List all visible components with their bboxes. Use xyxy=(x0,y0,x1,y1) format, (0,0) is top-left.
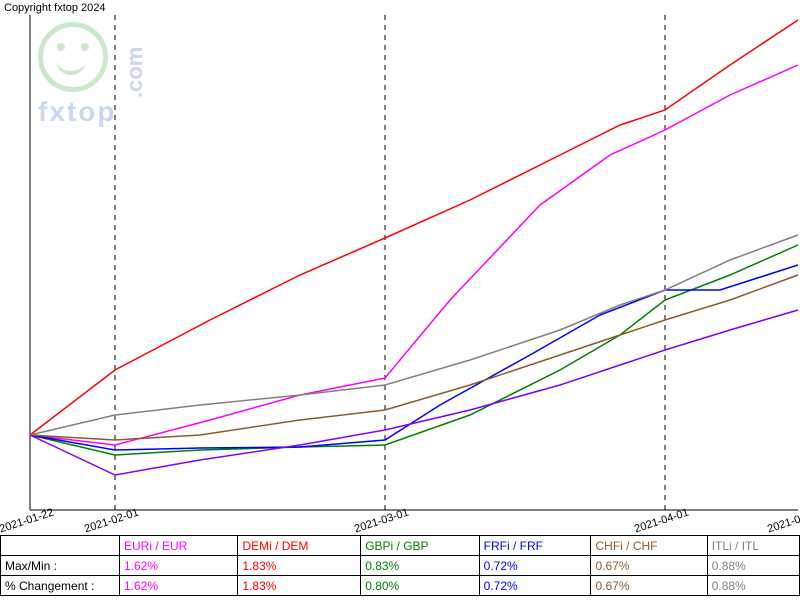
legend-change-value: 0.67% xyxy=(591,576,707,596)
legend-series-label: FRFi / FRF xyxy=(479,536,591,556)
series-demi-dem xyxy=(30,20,798,435)
legend-table: EURi / EURDEMi / DEMGBPi / GBPFRFi / FRF… xyxy=(0,535,800,596)
series-extra xyxy=(30,310,798,475)
legend-change-value: 1.62% xyxy=(120,576,238,596)
currency-line-chart xyxy=(0,0,800,535)
legend-maxmin-value: 1.83% xyxy=(238,556,361,576)
legend-series-label: DEMi / DEM xyxy=(238,536,361,556)
series-itli-itl xyxy=(30,235,798,435)
legend-maxmin-value: 0.83% xyxy=(361,556,479,576)
legend-series-label: CHFi / CHF xyxy=(591,536,707,556)
legend-series-label: GBPi / GBP xyxy=(361,536,479,556)
legend-series-label: ITLi / ITL xyxy=(707,536,799,556)
legend-change-value: 0.80% xyxy=(361,576,479,596)
series-euri-eur xyxy=(30,65,798,445)
legend-maxmin-value: 0.67% xyxy=(591,556,707,576)
legend-series-label: EURi / EUR xyxy=(120,536,238,556)
legend-maxmin-value: 0.72% xyxy=(479,556,591,576)
legend-row-change: % Changement : xyxy=(1,576,120,596)
legend-row-maxmin: Max/Min : xyxy=(1,556,120,576)
series-chfi-chf xyxy=(30,275,798,440)
legend-corner xyxy=(1,536,120,556)
legend-maxmin-value: 0.88% xyxy=(707,556,799,576)
legend-change-value: 1.83% xyxy=(238,576,361,596)
legend-change-value: 0.88% xyxy=(707,576,799,596)
legend-change-value: 0.72% xyxy=(479,576,591,596)
legend-maxmin-value: 1.62% xyxy=(120,556,238,576)
